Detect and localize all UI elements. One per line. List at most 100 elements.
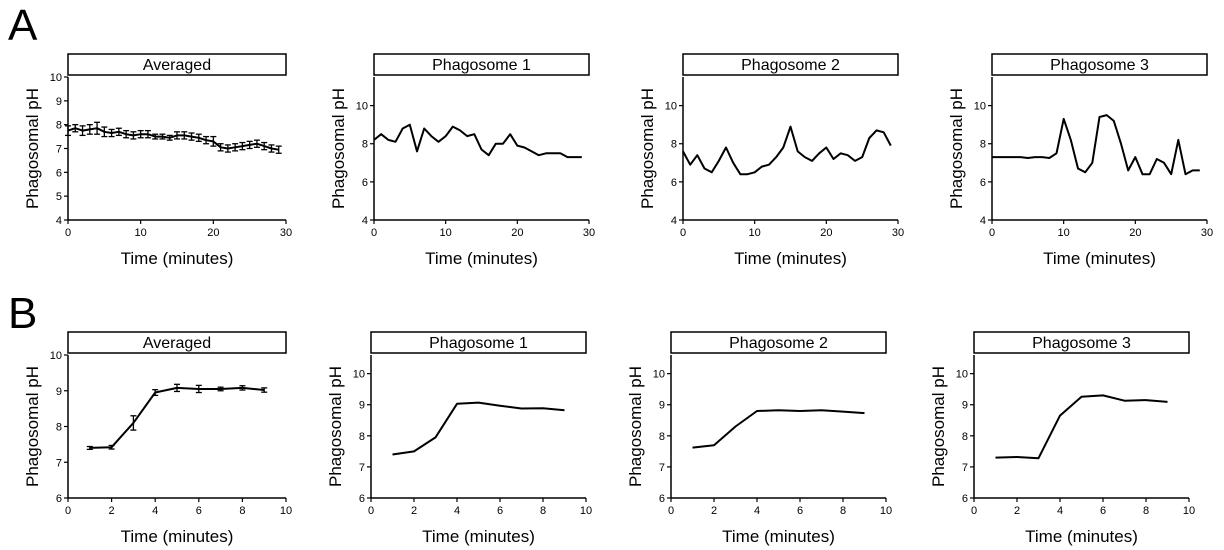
y-axis-label: Phagosomal pH (929, 366, 948, 487)
y-tick-label: 8 (980, 139, 986, 151)
x-tick-label: 6 (196, 505, 202, 517)
chart-title-box (67, 331, 287, 354)
x-tick-label: 6 (1100, 505, 1106, 517)
x-tick-label: 10 (135, 227, 147, 239)
x-tick-label: 30 (1201, 227, 1213, 239)
y-tick-label: 5 (56, 191, 62, 203)
x-tick-label: 10 (280, 505, 292, 517)
x-tick-label: 0 (668, 505, 674, 517)
x-axis-label: Time (minutes) (425, 249, 538, 268)
chart-title: Phagosome 3 (1032, 335, 1131, 352)
x-tick-label: 0 (989, 227, 995, 239)
x-tick-label: 2 (109, 505, 115, 517)
x-tick-label: 6 (797, 505, 803, 517)
chart-title-box (973, 331, 1190, 354)
chart-title: Phagosome 1 (429, 335, 528, 352)
x-tick-label: 10 (749, 227, 761, 239)
x-tick-label: 6 (497, 505, 503, 517)
y-axis-label: Phagosomal pH (23, 88, 42, 209)
chart-3: Phagosome 2 0 10 20 30 4 6 8 10 Time (minutes) Pha… (638, 53, 904, 268)
y-tick-label: 7 (56, 457, 62, 469)
y-tick-label: 9 (659, 400, 665, 412)
x-axis-label: Time (minutes) (121, 249, 234, 268)
chart-title-box (67, 53, 287, 76)
y-tick-label: 7 (962, 462, 968, 474)
chart-6: Phagosome 1 0 2 4 6 8 10 6 7 8 9 10 Time (minutes) Ph… (326, 331, 592, 546)
y-tick-label: 7 (56, 144, 62, 156)
y-tick-label: 4 (671, 215, 677, 227)
y-axis-label: Phagosomal pH (947, 88, 966, 209)
x-tick-label: 10 (1183, 505, 1195, 517)
x-tick-label: 30 (892, 227, 904, 239)
x-tick-label: 0 (65, 227, 71, 239)
y-tick-label: 6 (56, 493, 62, 505)
y-tick-label: 4 (362, 215, 368, 227)
x-axis-label: Time (minutes) (1025, 527, 1138, 546)
y-tick-label: 8 (962, 431, 968, 443)
x-tick-label: 4 (754, 505, 760, 517)
series-line (995, 394, 1168, 460)
x-tick-label: 10 (880, 505, 892, 517)
panel-label-b: B (8, 289, 38, 338)
y-tick-label: 6 (362, 177, 368, 189)
y-tick-label: 8 (362, 139, 368, 151)
y-tick-label: 9 (56, 386, 62, 398)
x-tick-label: 0 (680, 227, 686, 239)
y-tick-label: 8 (671, 139, 677, 151)
y-axis-label: Phagosomal pH (23, 366, 42, 487)
y-tick-label: 6 (962, 493, 968, 505)
x-tick-label: 4 (454, 505, 460, 517)
x-tick-label: 8 (840, 505, 846, 517)
y-tick-label: 6 (671, 177, 677, 189)
y-tick-label: 10 (353, 369, 365, 381)
x-tick-label: 20 (511, 227, 523, 239)
x-tick-label: 8 (239, 505, 245, 517)
x-tick-label: 30 (280, 227, 292, 239)
x-tick-label: 20 (820, 227, 832, 239)
x-axis-label: Time (minutes) (1043, 249, 1156, 268)
chart-4: Phagosome 3 0 10 20 30 4 6 8 10 Time (minutes) Pha… (947, 53, 1213, 268)
x-tick-label: 20 (1129, 227, 1141, 239)
y-tick-label: 6 (659, 493, 665, 505)
x-tick-label: 0 (971, 505, 977, 517)
y-axis-label: Phagosomal pH (326, 366, 345, 487)
y-tick-label: 10 (50, 72, 62, 84)
x-tick-label: 0 (371, 227, 377, 239)
y-axis-label: Phagosomal pH (329, 88, 348, 209)
y-tick-label: 4 (980, 215, 986, 227)
chart-title: Phagosome 2 (741, 57, 840, 74)
chart-1: Averaged 0 10 20 30 4 5 6 7 8 9 10 Time (minutes) Pha… (23, 53, 292, 268)
y-tick-label: 8 (359, 431, 365, 443)
x-tick-label: 10 (580, 505, 592, 517)
y-tick-label: 8 (56, 120, 62, 132)
y-tick-label: 7 (359, 462, 365, 474)
chart-title: Phagosome 2 (729, 335, 828, 352)
chart-2: Phagosome 1 0 10 20 30 4 6 8 10 Time (minutes) Pha… (329, 53, 595, 268)
chart-title: Averaged (143, 335, 211, 352)
y-tick-label: 9 (56, 96, 62, 108)
y-tick-label: 10 (50, 350, 62, 362)
x-tick-label: 0 (368, 505, 374, 517)
series-line (392, 401, 565, 456)
x-tick-label: 2 (1014, 505, 1020, 517)
chart-title-box (991, 53, 1208, 76)
y-tick-label: 9 (962, 400, 968, 412)
x-tick-label: 8 (540, 505, 546, 517)
chart-title: Averaged (143, 57, 211, 74)
y-tick-label: 7 (659, 462, 665, 474)
x-tick-label: 20 (207, 227, 219, 239)
y-tick-label: 10 (665, 101, 677, 113)
chart-title: Phagosome 3 (1050, 57, 1149, 74)
series-line (692, 409, 865, 449)
chart-title-box (373, 53, 590, 76)
series-line (89, 386, 265, 449)
y-tick-label: 10 (974, 101, 986, 113)
chart-7: Phagosome 2 0 2 4 6 8 10 6 7 8 9 10 Time (minutes) Ph… (626, 331, 892, 546)
y-tick-label: 6 (56, 167, 62, 179)
y-tick-label: 9 (359, 400, 365, 412)
x-axis-label: Time (minutes) (121, 527, 234, 546)
x-tick-label: 10 (440, 227, 452, 239)
y-tick-label: 10 (653, 369, 665, 381)
y-tick-label: 8 (56, 422, 62, 434)
y-axis-label: Phagosomal pH (638, 88, 657, 209)
